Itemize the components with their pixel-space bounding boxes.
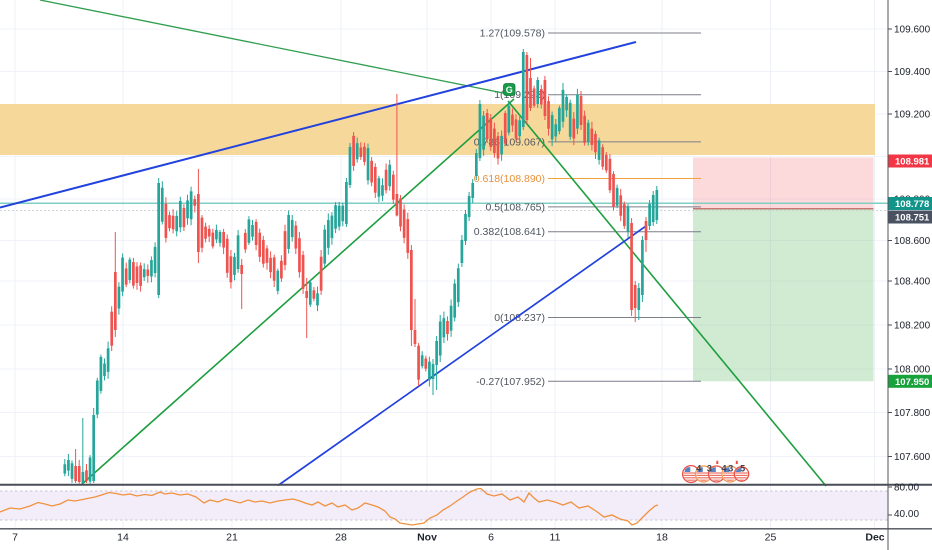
svg-text:21: 21: [226, 532, 238, 544]
svg-text:107.950: 107.950: [895, 377, 929, 388]
svg-text:-0.27(107.952): -0.27(107.952): [476, 376, 545, 388]
svg-text:3: 3: [707, 464, 712, 474]
svg-text:18: 18: [656, 532, 668, 544]
svg-text:109.400: 109.400: [894, 67, 931, 78]
svg-text:G: G: [506, 85, 513, 95]
svg-text:4: 4: [721, 464, 726, 474]
svg-text:109.600: 109.600: [894, 25, 931, 36]
svg-text:109.200: 109.200: [894, 110, 931, 121]
svg-text:Nov: Nov: [417, 532, 437, 544]
svg-text:107.800: 107.800: [894, 408, 931, 419]
svg-text:107.600: 107.600: [894, 452, 931, 463]
svg-text:6: 6: [488, 532, 494, 544]
svg-text:108.751: 108.751: [895, 213, 930, 224]
svg-text:Dec: Dec: [865, 532, 884, 544]
svg-text:40.00: 40.00: [894, 509, 919, 520]
svg-text:108.981: 108.981: [895, 157, 930, 168]
svg-text:108.400: 108.400: [894, 277, 931, 288]
svg-text:80.00: 80.00: [894, 483, 919, 494]
svg-text:11: 11: [550, 532, 561, 544]
svg-text:0(108.237): 0(108.237): [494, 312, 545, 324]
svg-text:7: 7: [12, 532, 18, 544]
svg-text:108.000: 108.000: [894, 365, 931, 376]
svg-text:0.382(108.641): 0.382(108.641): [474, 226, 545, 238]
svg-text:108.600: 108.600: [894, 236, 931, 247]
svg-text:14: 14: [117, 532, 129, 544]
svg-text:25: 25: [765, 532, 777, 544]
svg-text:28: 28: [335, 532, 347, 544]
svg-text:0.5(108.765): 0.5(108.765): [485, 201, 545, 213]
svg-text:108.778: 108.778: [895, 199, 929, 210]
svg-text:108.200: 108.200: [894, 321, 931, 332]
svg-text:3: 3: [728, 464, 733, 474]
svg-text:5: 5: [740, 464, 745, 474]
svg-text:4: 4: [696, 464, 701, 474]
svg-text:1.27(109.578): 1.27(109.578): [480, 28, 545, 40]
svg-text:0.618(108.890): 0.618(108.890): [474, 173, 545, 185]
